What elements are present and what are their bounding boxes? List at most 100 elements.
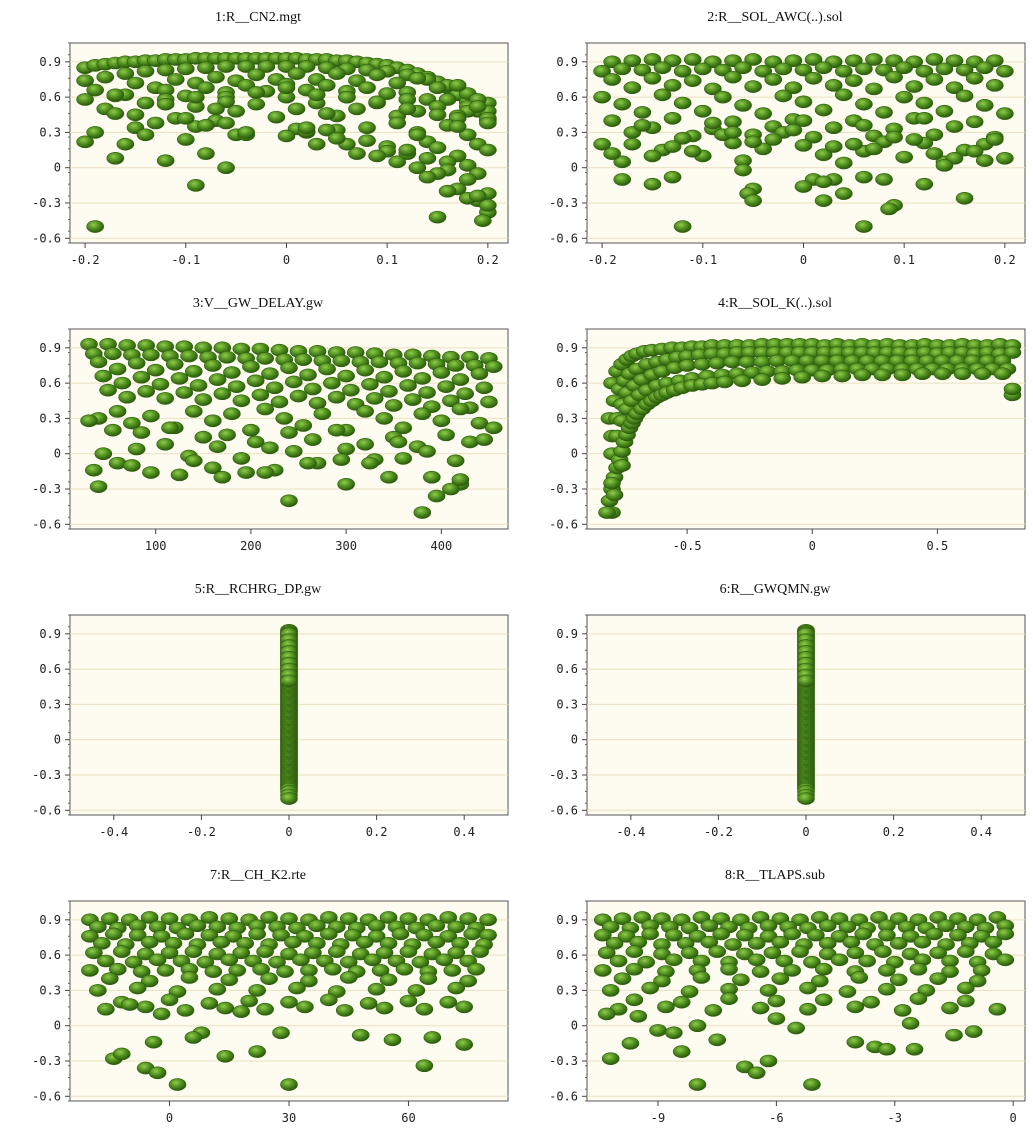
scatter-point — [208, 982, 227, 996]
scatter-point — [929, 972, 947, 985]
scatter-point — [803, 1078, 821, 1091]
scatter-point — [811, 974, 829, 988]
scatter-point — [223, 366, 241, 379]
scatter-point — [120, 998, 139, 1011]
y-tick-label: -0.3 — [549, 1054, 578, 1068]
x-tick-label: -0.4 — [99, 825, 128, 839]
scatter-point — [895, 150, 913, 164]
scatter-point — [988, 1002, 1007, 1016]
scatter-point — [925, 128, 944, 142]
chart-panel-8: 8:R__TLAPS.sub -0.6 -0.3 0 0.3 0.6 0.9 -9 -6 -3 0 — [517, 858, 1033, 1144]
y-tick-label: -0.6 — [549, 1089, 578, 1103]
y-tick-label: -0.3 — [549, 482, 578, 496]
scatter-point — [332, 354, 351, 368]
scatter-point — [180, 971, 199, 984]
chart-svg: -0.6 -0.3 0 0.3 0.6 0.9 -0.2 -0.1 0 0.1 0.2 — [32, 42, 509, 267]
scatter-point — [204, 414, 222, 428]
scatter-point — [751, 1001, 770, 1015]
scatter-point — [814, 962, 833, 976]
scatter-point — [136, 64, 155, 78]
scatter-point — [794, 63, 813, 77]
scatter-point — [123, 416, 141, 430]
scatter-point — [176, 133, 195, 146]
scatter-point — [207, 70, 225, 84]
scatter-point — [288, 981, 306, 995]
scatter-point — [218, 350, 236, 364]
scatter-point — [975, 154, 994, 167]
y-tick-label: -0.3 — [549, 768, 578, 782]
scatter-point — [165, 357, 184, 371]
scatter-point — [86, 126, 104, 139]
scatter-point — [368, 95, 386, 109]
scatter-point — [280, 792, 298, 805]
scatter-point — [317, 79, 336, 92]
scatter-point — [89, 355, 108, 369]
scatter-point — [280, 995, 298, 1009]
scatter-point — [814, 175, 833, 189]
scatter-point — [975, 61, 994, 75]
scatter-point — [423, 470, 441, 484]
scatter-point — [479, 116, 497, 130]
y-tick-label: -0.3 — [32, 196, 61, 210]
scatter-point — [945, 120, 964, 133]
scatter-point — [299, 456, 317, 470]
x-tick-label: 0 — [166, 1111, 173, 1125]
scatter-point — [394, 421, 413, 435]
scatter-point — [793, 370, 812, 384]
x-tick-label: 0.2 — [477, 253, 499, 267]
scatter-point — [320, 993, 338, 1007]
scatter-point — [794, 180, 813, 193]
scatter-point — [895, 61, 913, 75]
scatter-point — [957, 981, 975, 995]
scatter-point — [842, 935, 861, 949]
scatter-point — [256, 352, 274, 365]
y-tick-label: 0.3 — [556, 697, 578, 711]
y-tick-label: -0.6 — [549, 517, 578, 531]
scatter-point — [418, 170, 437, 184]
scatter-point — [189, 379, 208, 392]
scatter-point — [708, 1033, 727, 1047]
scatter-point — [738, 355, 756, 369]
scatter-point — [161, 421, 179, 435]
scatter-point — [854, 927, 873, 941]
scatter-point — [683, 53, 702, 66]
scatter-point — [317, 123, 336, 137]
scatter-point — [479, 143, 497, 157]
scatter-point — [220, 912, 239, 925]
scatter-point — [955, 63, 974, 77]
chart-title: 6:R__GWQMN.gw — [719, 582, 831, 597]
scatter-point — [217, 161, 235, 175]
scatter-point — [284, 935, 302, 949]
scatter-point — [456, 387, 474, 401]
chart-svg: -0.6 -0.3 0 0.3 0.6 0.9 -0.4 -0.2 0 0.2 0.4 — [549, 614, 1026, 839]
scatter-point — [304, 433, 322, 446]
scatter-point — [116, 67, 135, 80]
scatter-point — [146, 116, 165, 130]
scatter-point — [905, 80, 924, 93]
scatter-point — [767, 1012, 786, 1025]
scatter-point — [435, 953, 454, 967]
scatter-point — [475, 381, 493, 395]
scatter-point — [704, 82, 722, 96]
scatter-point — [784, 123, 803, 137]
scatter-point — [613, 97, 632, 111]
scatter-point — [275, 412, 294, 425]
scatter-point — [442, 482, 460, 496]
y-tick-label: -0.6 — [32, 517, 61, 531]
scatter-point — [375, 412, 394, 425]
scatter-point — [673, 220, 692, 233]
scatter-point — [127, 356, 146, 370]
scatter-point — [683, 74, 702, 87]
y-tick-label: 0 — [54, 733, 61, 747]
scatter-point — [791, 945, 809, 958]
scatter-point — [415, 1002, 434, 1016]
scatter-point — [734, 163, 752, 177]
scatter-point — [136, 128, 155, 142]
scatter-point — [672, 995, 691, 1009]
scatter-point — [799, 981, 817, 995]
scatter-point — [99, 383, 117, 397]
scatter-point — [446, 359, 465, 372]
x-tick-label: 30 — [282, 1111, 296, 1125]
scatter-point — [277, 81, 296, 95]
scatter-point — [708, 945, 727, 958]
